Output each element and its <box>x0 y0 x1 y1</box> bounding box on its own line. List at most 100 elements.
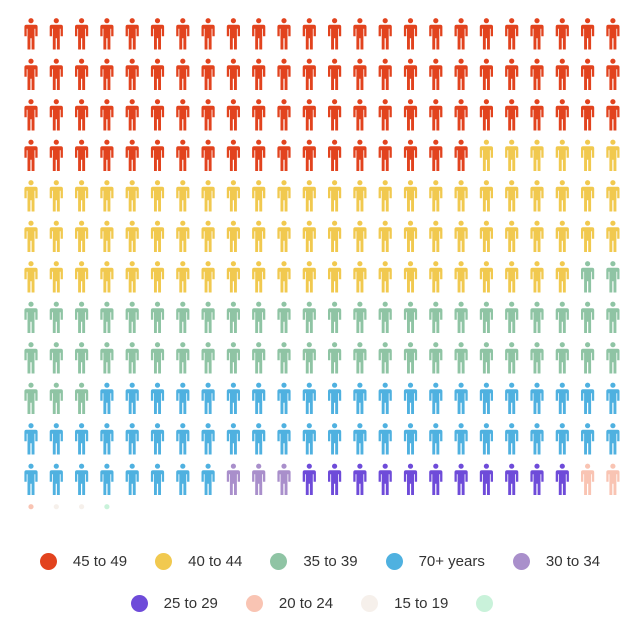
legend-item-70-plus[interactable]: 70+ years <box>385 553 485 570</box>
person-icon <box>277 139 291 171</box>
person-icon <box>226 301 240 333</box>
person-icon <box>24 261 38 293</box>
person-icon <box>49 342 63 374</box>
legend-item-25-29[interactable]: 25 to 29 <box>130 595 218 612</box>
person-icon <box>429 99 443 131</box>
person-icon <box>353 58 367 90</box>
person-icon <box>125 382 139 414</box>
person-icon <box>429 382 443 414</box>
person-icon <box>429 463 443 495</box>
person-icon <box>176 261 190 293</box>
legend-swatch <box>270 553 288 570</box>
person-icon <box>176 139 190 171</box>
legend-label: 30 to 34 <box>545 553 601 570</box>
person-icon <box>353 342 367 374</box>
person-icon <box>403 139 418 171</box>
person-icon <box>252 423 266 455</box>
person-icon <box>201 301 215 333</box>
person-icon <box>24 463 38 495</box>
person-icon <box>125 423 139 455</box>
person-icon <box>277 301 291 333</box>
person-icon <box>378 139 392 171</box>
person-icon <box>226 58 240 90</box>
legend-item-20-24[interactable]: 20 to 24 <box>245 595 333 612</box>
legend-item-40-44[interactable]: 40 to 44 <box>155 553 242 570</box>
person-icon <box>125 463 139 495</box>
person-icon <box>403 342 418 374</box>
person-icon <box>302 423 316 455</box>
person-icon <box>606 180 620 212</box>
person-icon <box>328 423 342 455</box>
person-icon <box>328 342 342 374</box>
person-icon <box>479 139 493 171</box>
person-icon <box>479 423 493 455</box>
person-icon <box>302 463 316 495</box>
legend-label: 25 to 29 <box>163 595 218 612</box>
person-icon <box>100 301 114 333</box>
person-icon <box>176 342 190 374</box>
person-icon <box>226 99 240 131</box>
person-icon <box>75 301 89 333</box>
person-icon <box>555 99 569 131</box>
legend-item-30-34[interactable]: 30 to 34 <box>512 553 601 570</box>
person-icon <box>24 99 38 131</box>
person-icon <box>454 261 468 293</box>
person-icon <box>530 382 544 414</box>
person-icon <box>403 220 418 252</box>
legend-item-35-39[interactable]: 35 to 39 <box>270 553 358 570</box>
person-icon <box>581 58 595 90</box>
legend-item-15-19[interactable]: 15 to 19 <box>361 595 448 612</box>
person-icon <box>49 58 63 90</box>
person-icon <box>479 382 493 414</box>
person-icon <box>581 139 595 171</box>
person-icon <box>176 99 190 131</box>
person-icon <box>353 139 367 171</box>
person-icon <box>454 139 468 171</box>
person-icon <box>581 261 595 293</box>
person-icon <box>49 423 63 455</box>
person-icon <box>226 180 240 212</box>
person-icon <box>75 342 89 374</box>
person-icon <box>100 423 114 455</box>
person-icon <box>252 382 266 414</box>
person-icon <box>226 423 240 455</box>
person-icon <box>454 220 468 252</box>
person-icon <box>505 58 519 90</box>
person-icon <box>150 382 165 414</box>
person-icon <box>302 220 316 252</box>
person-icon <box>378 99 392 131</box>
person-icon <box>581 99 595 131</box>
person-icon <box>479 463 493 495</box>
legend-item-45-49[interactable]: 45 to 49 <box>39 553 127 570</box>
person-icon <box>49 180 63 212</box>
person-icon <box>53 504 59 510</box>
person-icon <box>277 261 291 293</box>
person-icon <box>353 18 367 50</box>
person-icon <box>277 58 291 90</box>
person-icon <box>403 463 418 495</box>
person-icon <box>277 18 291 50</box>
person-icon <box>353 382 367 414</box>
person-icon <box>505 463 519 495</box>
person-icon <box>302 342 316 374</box>
person-icon <box>78 504 85 510</box>
person-icon <box>555 220 569 252</box>
person-icon <box>429 18 443 50</box>
person-icon <box>277 220 291 252</box>
waffle-chart <box>24 18 620 510</box>
person-icon <box>429 220 443 252</box>
person-icon <box>277 423 291 455</box>
person-icon <box>125 261 139 293</box>
person-icon <box>378 18 392 50</box>
person-icon <box>454 58 468 90</box>
person-icon <box>530 463 544 495</box>
person-icon <box>24 423 38 455</box>
person-icon <box>530 58 544 90</box>
person-icon <box>226 342 240 374</box>
person-icon <box>606 99 620 131</box>
legend-item-unlabeled[interactable] <box>476 595 509 612</box>
person-icon <box>479 342 493 374</box>
person-icon <box>555 139 569 171</box>
person-icon <box>226 382 240 414</box>
person-icon <box>403 301 418 333</box>
